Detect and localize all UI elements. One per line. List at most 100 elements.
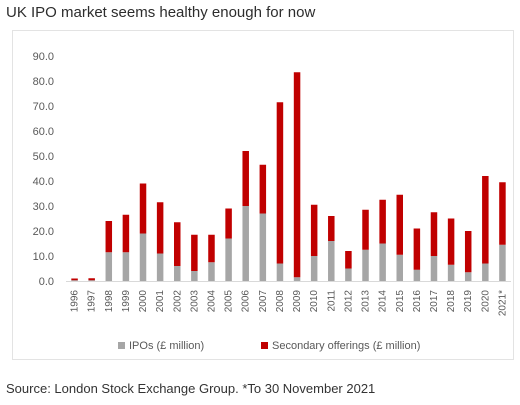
bar-secondary (122, 214, 130, 253)
bar-ipo (310, 256, 318, 281)
bar-ipo (430, 256, 438, 281)
legend-swatch-ipo (118, 342, 125, 349)
bar-secondary (174, 222, 181, 266)
x-tick-label: 2011 (326, 290, 337, 312)
bar-secondary (225, 208, 232, 239)
y-tick-label: 0.0 (39, 276, 54, 288)
bar-ipo (499, 244, 506, 281)
chart-title: UK IPO market seems healthy enough for n… (6, 4, 316, 21)
legend: IPOs (£ million) Secondary offerings (£ … (118, 340, 420, 352)
bar-ipo (174, 266, 181, 281)
x-tick-label: 2015 (395, 290, 406, 313)
legend-label-secondary: Secondary offerings (£ million) (272, 340, 420, 352)
bar-secondary (482, 176, 489, 264)
bar-ipo (225, 238, 232, 281)
bar-secondary (430, 212, 438, 256)
x-tick-label: 2018 (446, 290, 457, 313)
y-tick-label: 30.0 (33, 201, 54, 213)
bar-ipo (259, 213, 267, 281)
x-tick-label: 2013 (361, 290, 372, 313)
bar-secondary (139, 183, 147, 234)
bar-ipo (208, 262, 215, 281)
legend-label-ipo: IPOs (£ million) (129, 340, 204, 352)
bar-ipo (345, 268, 352, 281)
stacked-bar-chart: 0.010.020.030.040.050.060.070.080.090.0 … (33, 51, 511, 352)
bar-ipo (413, 269, 421, 281)
bar-ipo (71, 280, 78, 281)
x-tick-label: 1999 (121, 290, 132, 313)
x-tick-label: 2010 (309, 290, 320, 313)
y-tick-label: 50.0 (33, 151, 54, 163)
x-tick-label: 2009 (292, 290, 303, 313)
bar-ipo (276, 263, 284, 281)
bar-secondary (88, 278, 95, 281)
y-tick-label: 10.0 (33, 251, 54, 263)
bar-secondary (276, 102, 284, 264)
bar-ipo (396, 254, 403, 281)
x-tick-label: 2005 (224, 290, 235, 313)
x-tick-label: 2002 (172, 290, 183, 313)
bar-ipo (482, 263, 489, 281)
bar-ipo (242, 206, 249, 281)
x-tick-label: 2014 (378, 290, 389, 313)
bar-secondary (499, 182, 506, 245)
x-tick-label: 2017 (429, 290, 440, 313)
bar-ipo (122, 252, 130, 281)
y-tick-label: 80.0 (33, 76, 54, 88)
x-tick-label: 2001 (155, 290, 166, 313)
bar-secondary (259, 164, 267, 214)
y-tick-label: 90.0 (33, 51, 54, 63)
bar-secondary (447, 218, 455, 265)
x-tick-label: 2003 (189, 290, 200, 313)
legend-swatch-secondary (261, 342, 268, 349)
x-axis: 1996 1997 1998 1999 2000 2001 2002 2003 2004 2005… (66, 281, 511, 316)
x-tick-label: 2016 (412, 290, 423, 313)
bar-ipo (464, 272, 472, 281)
bar-ipo (293, 277, 301, 281)
x-tick-label: 1997 (87, 290, 98, 313)
bar-ipo (379, 243, 386, 281)
bar-ipo (191, 271, 198, 281)
source-note: Source: London Stock Exchange Group. *To… (6, 381, 376, 396)
bar-ipo (88, 280, 95, 281)
bar-secondary (464, 231, 472, 273)
bar-secondary (345, 251, 352, 269)
chart-frame: 0.0 10.0 20.0 30.0 40.0 50.0 60.0 70.0 80.0 90.0 … (12, 30, 514, 360)
y-tick-label: 60.0 (33, 126, 54, 138)
bars (71, 72, 506, 281)
bar-ipo (447, 264, 455, 281)
bar-secondary (362, 209, 369, 250)
y-tick-label: 70.0 (33, 101, 54, 113)
bar-ipo (139, 233, 147, 281)
bar-secondary (379, 199, 386, 244)
bar-ipo (156, 253, 164, 281)
bar-ipo (328, 241, 335, 281)
bar-secondary (328, 216, 335, 241)
bar-secondary (105, 221, 113, 253)
y-axis: 0.0 10.0 20.0 30.0 40.0 50.0 60.0 70.0 80.0 90.0 (33, 51, 54, 288)
bar-secondary (208, 234, 215, 263)
x-tick-label: 2021* (497, 290, 508, 316)
x-tick-label: 1998 (104, 290, 115, 313)
x-tick-label: 2020 (480, 290, 491, 313)
x-tick-label: 2012 (343, 290, 354, 313)
bar-secondary (71, 278, 78, 281)
bar-ipo (362, 249, 369, 281)
x-tick-label: 1996 (70, 290, 81, 313)
x-tick-label: 2004 (206, 290, 217, 313)
bar-ipo (105, 252, 113, 281)
y-tick-label: 20.0 (33, 226, 54, 238)
bar-secondary (310, 204, 318, 256)
bar-secondary (242, 151, 249, 206)
bar-secondary (293, 72, 301, 278)
x-tick-label: 2007 (258, 290, 269, 313)
bar-secondary (413, 228, 421, 270)
x-tick-label: 2019 (463, 290, 474, 313)
x-tick-label: 2008 (275, 290, 286, 313)
bar-secondary (191, 234, 198, 271)
bar-secondary (156, 202, 164, 254)
bar-secondary (396, 194, 403, 255)
y-tick-label: 40.0 (33, 176, 54, 188)
x-tick-label: 2006 (241, 290, 252, 313)
x-tick-label: 2000 (138, 290, 149, 313)
